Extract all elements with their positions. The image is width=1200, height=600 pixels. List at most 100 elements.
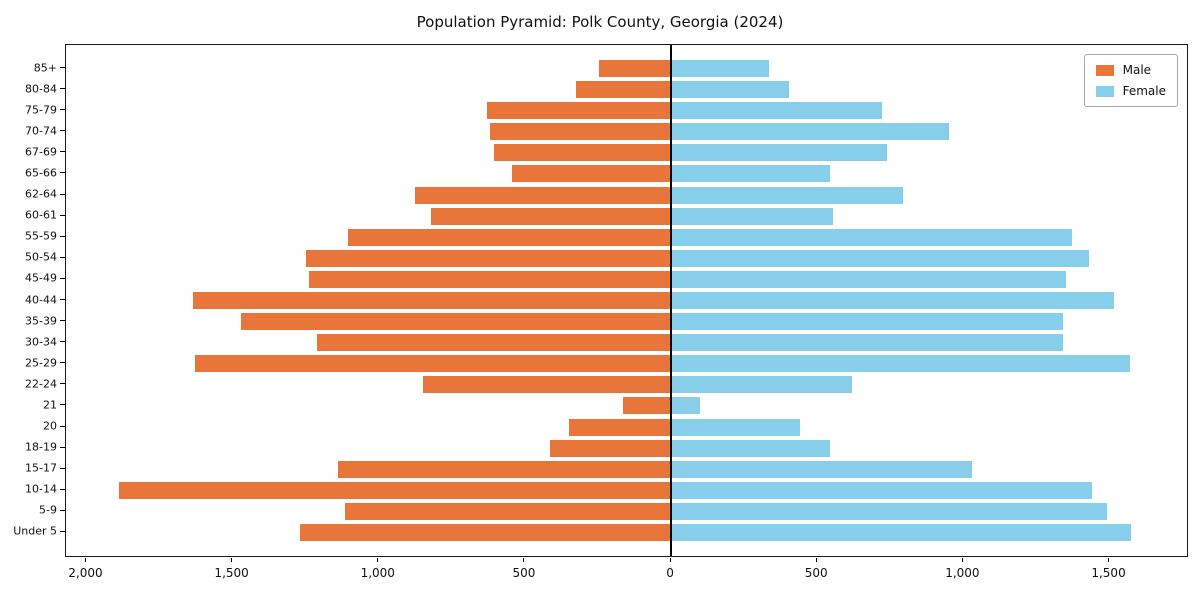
y-tick-mark <box>60 383 65 385</box>
female-bar-20 <box>671 418 800 436</box>
y-tick-mark <box>60 235 65 237</box>
male-bar-22-24 <box>422 376 672 394</box>
y-tick-mark <box>60 509 65 511</box>
y-tick-label-22-24: 22-24 <box>25 377 57 391</box>
female-bar-30-34 <box>671 334 1063 352</box>
female-bar-67-69 <box>671 144 888 162</box>
male-bar-35-39 <box>241 313 672 331</box>
y-tick-label-75-79: 75-79 <box>25 103 57 117</box>
female-bar-18-19 <box>671 439 831 457</box>
y-tick-label-62-64: 62-64 <box>25 187 57 201</box>
male-bar-60-61 <box>431 207 672 225</box>
y-tick-label-65-66: 65-66 <box>25 166 57 180</box>
female-bar-55-59 <box>671 228 1072 246</box>
female-bar-22-24 <box>671 376 853 394</box>
y-tick-label-45-49: 45-49 <box>25 271 57 285</box>
y-tick-mark <box>60 467 65 469</box>
male-bar-65-66 <box>511 165 672 183</box>
y-tick-mark <box>60 425 65 427</box>
male-bar-50-54 <box>305 249 672 267</box>
y-tick-label-70-74: 70-74 <box>25 124 57 138</box>
male-bar-20 <box>568 418 672 436</box>
y-tick-mark <box>60 88 65 90</box>
y-tick-label-40-44: 40-44 <box>25 293 57 306</box>
y-tick-mark <box>60 130 65 132</box>
male-bar-67-69 <box>494 144 672 162</box>
male-bar-10-14 <box>118 481 672 499</box>
x-tick-label-2000: 2,000 <box>68 566 103 580</box>
y-tick-label-18-19: 18-19 <box>25 440 57 454</box>
y-tick-label-80-84: 80-84 <box>25 82 57 96</box>
female-bar-21 <box>671 397 701 415</box>
y-tick-mark <box>60 446 65 448</box>
y-tick-mark <box>60 488 65 490</box>
y-tick-label-5-9: 5-9 <box>39 503 57 517</box>
female-bar-35-39 <box>671 313 1063 331</box>
x-tick-label-1500: 1,500 <box>214 566 249 580</box>
x-tick-mark <box>815 558 817 562</box>
female-color-swatch <box>1095 85 1114 97</box>
y-tick-mark <box>60 193 65 195</box>
plot-area: Male Female <box>65 44 1188 557</box>
legend-item-female: Female <box>1095 84 1166 98</box>
y-tick-mark <box>60 256 65 258</box>
x-tick-mark <box>961 558 963 562</box>
male-bar-40-44 <box>193 292 672 309</box>
x-tick-mark <box>1108 558 1110 562</box>
y-axis-labels: 85+ 80-84 75-79 70-74 67-69 65-66 62-64 60-61 55… <box>0 44 57 557</box>
male-bar-80-84 <box>576 81 672 99</box>
y-tick-label-20: 20 <box>43 419 57 433</box>
y-tick-label-15-17: 15-17 <box>25 461 57 475</box>
male-bar-30-34 <box>317 334 672 352</box>
x-tick-mark <box>669 558 671 562</box>
chart-title: Population Pyramid: Polk County, Georgia… <box>416 13 784 31</box>
x-tick-label-0: 0 <box>666 566 674 580</box>
y-tick-label-50-54: 50-54 <box>25 250 57 264</box>
y-tick-mark <box>60 404 65 406</box>
x-tick-label-1000: 1,000 <box>945 566 980 580</box>
male-bar-25-29 <box>194 355 672 373</box>
male-bar-70-74 <box>489 123 672 141</box>
female-bar-75-79 <box>671 102 882 120</box>
x-tick-label-500: 500 <box>804 566 828 580</box>
y-tick-mark <box>60 67 65 69</box>
male-bar-45-49 <box>308 270 672 288</box>
y-tick-mark <box>60 341 65 343</box>
female-bar-50-54 <box>671 249 1090 267</box>
y-tick-label-10-14: 10-14 <box>25 482 57 496</box>
y-tick-mark <box>60 172 65 174</box>
female-bar-15-17 <box>671 460 973 478</box>
x-tick-label-500: 500 <box>512 566 536 580</box>
male-bar-5-9 <box>345 502 672 520</box>
y-tick-label-21: 21 <box>43 398 57 412</box>
y-tick-mark <box>60 299 65 300</box>
y-tick-label-30-34: 30-34 <box>25 335 57 349</box>
y-tick-label-25-29: 25-29 <box>25 356 57 370</box>
female-bar-under-5 <box>671 523 1132 541</box>
x-tick-mark <box>523 558 525 562</box>
female-bar-40-44 <box>671 292 1114 309</box>
y-tick-mark <box>60 277 65 279</box>
y-tick-mark <box>60 530 65 532</box>
female-bar-10-14 <box>671 481 1092 499</box>
x-axis: 2,000 1,500 1,000 500 0 500 1,000 1,500 <box>65 558 1188 592</box>
x-tick-label-1500: 1,500 <box>1091 566 1126 580</box>
y-tick-label-85+: 85+ <box>33 61 57 75</box>
y-tick-mark <box>60 151 65 153</box>
female-bar-45-49 <box>671 270 1066 288</box>
y-tick-mark <box>60 109 65 111</box>
female-bar-70-74 <box>671 123 949 141</box>
y-tick-label-60-61: 60-61 <box>25 208 57 222</box>
male-bar-75-79 <box>486 102 672 120</box>
x-tick-mark <box>231 558 233 562</box>
female-bar-60-61 <box>671 207 834 225</box>
y-tick-label-under-5: Under 5 <box>13 524 57 538</box>
zero-axis-line <box>670 45 672 556</box>
y-axis-tick-marks <box>60 44 65 557</box>
y-tick-mark <box>60 362 65 364</box>
male-bar-55-59 <box>348 228 672 246</box>
x-tick-mark <box>377 558 379 562</box>
male-color-swatch <box>1095 64 1114 76</box>
legend-label-male: Male <box>1122 63 1152 77</box>
